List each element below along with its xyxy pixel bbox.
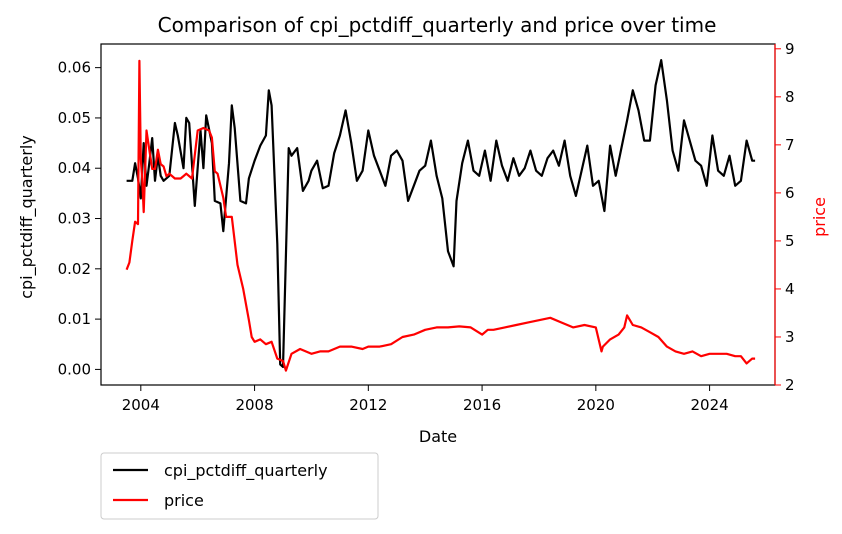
- legend-label-cpi: cpi_pctdiff_quarterly: [164, 461, 328, 481]
- y-axis-left: 0.00 0.01 0.02 0.03 0.04 0.05 0.06: [58, 59, 101, 378]
- x-tick-label: 2004: [122, 396, 160, 414]
- series-line-price: [125, 59, 756, 372]
- x-axis: 2004 2008 2012 2016 2020 2024: [122, 385, 729, 414]
- plot-frame-left: [100, 43, 776, 386]
- plot-lines: [125, 58, 756, 372]
- y-left-tick-label: 0.02: [58, 260, 91, 278]
- x-axis-title: Date: [419, 427, 457, 446]
- x-tick-label: 2012: [349, 396, 387, 414]
- y-axis-right-title: price: [810, 197, 829, 237]
- series-line-cpi: [126, 58, 756, 368]
- y-left-tick-label: 0.04: [58, 159, 91, 177]
- x-tick-label: 2020: [577, 396, 615, 414]
- y-axis-right: 2 3 4 5 6 7 8 9: [775, 40, 795, 394]
- y-axis-left-title: cpi_pctdiff_quarterly: [17, 135, 37, 299]
- y-right-tick-label: 8: [785, 88, 795, 106]
- y-left-tick-label: 0.01: [58, 310, 91, 328]
- y-left-tick-label: 0.03: [58, 210, 91, 228]
- y-right-tick-label: 4: [785, 280, 795, 298]
- legend-box: [100, 452, 379, 520]
- x-tick-label: 2008: [235, 396, 273, 414]
- x-tick-label: 2016: [463, 396, 501, 414]
- y-left-tick-label: 0.05: [58, 109, 91, 127]
- y-right-tick-label: 7: [785, 136, 795, 154]
- chart-title: Comparison of cpi_pctdiff_quarterly and …: [158, 13, 717, 37]
- y-right-tick-label: 5: [785, 232, 795, 250]
- legend: cpi_pctdiff_quarterly price: [100, 452, 379, 520]
- y-right-tick-label: 9: [785, 40, 795, 58]
- y-right-tick-label: 6: [785, 184, 795, 202]
- x-tick-label: 2024: [690, 396, 728, 414]
- y-right-tick-label: 2: [785, 376, 795, 394]
- legend-label-price: price: [164, 491, 204, 510]
- y-right-tick-label: 3: [785, 328, 795, 346]
- y-left-tick-label: 0.00: [58, 360, 91, 378]
- y-left-tick-label: 0.06: [58, 59, 91, 77]
